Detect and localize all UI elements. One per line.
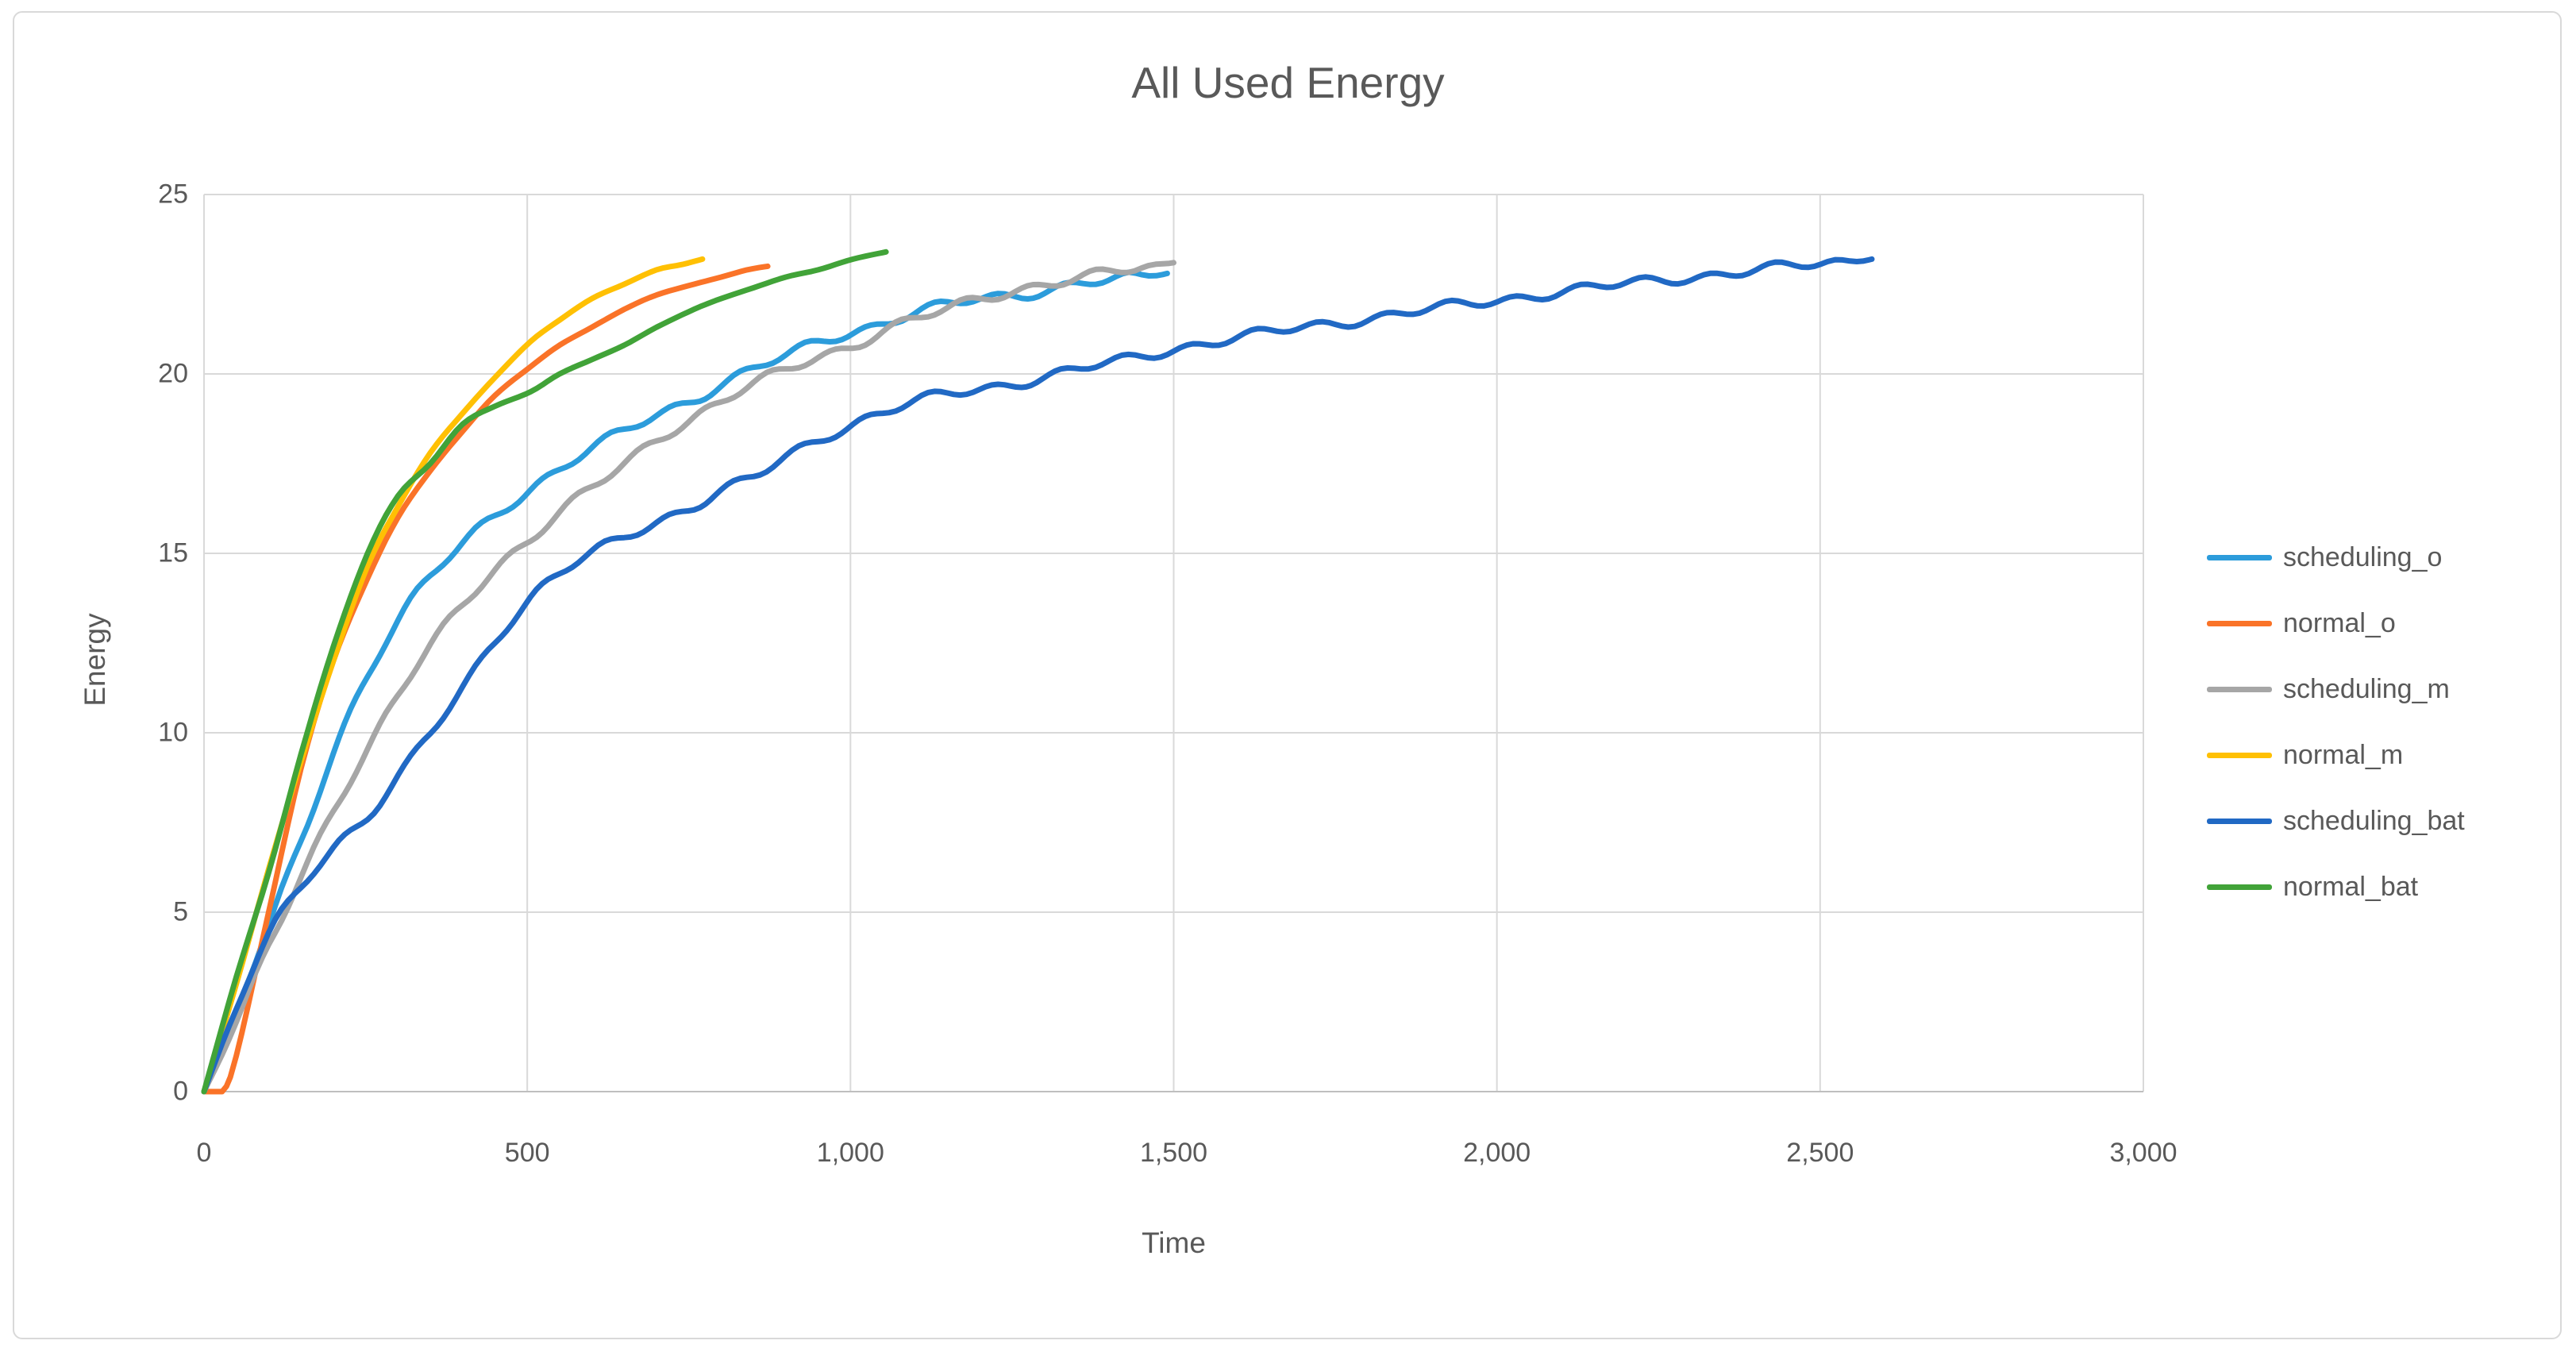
- legend-label: normal_bat: [2283, 871, 2419, 902]
- x-tick-label: 2,000: [1463, 1138, 1531, 1168]
- x-tick-label: 2,500: [1786, 1138, 1854, 1168]
- legend-swatch-icon: [2207, 686, 2272, 692]
- legend-item-normal_bat: normal_bat: [2207, 871, 2418, 903]
- legend-label: normal_o: [2283, 607, 2396, 638]
- chart-title: All Used Energy: [1131, 58, 1445, 107]
- legend-swatch-icon: [2207, 620, 2272, 626]
- x-tick-label: 500: [504, 1138, 550, 1168]
- y-tick-label: 10: [158, 717, 188, 748]
- y-tick-label: 25: [158, 179, 188, 210]
- x-tick-label: 3,000: [2109, 1138, 2177, 1168]
- y-tick-label: 20: [158, 358, 188, 389]
- x-tick-label: 1,500: [1139, 1138, 1208, 1168]
- legend-item-normal_o: normal_o: [2207, 607, 2396, 639]
- y-tick-label: 5: [173, 896, 188, 927]
- series-lines: [201, 248, 1875, 1095]
- series-line-scheduling_m: [201, 260, 1176, 1095]
- legend-swatch-icon: [2207, 752, 2272, 758]
- legend-item-scheduling_m: scheduling_m: [2207, 673, 2450, 705]
- y-tick-label: 15: [158, 537, 188, 568]
- y-tick-label: 0: [173, 1076, 188, 1107]
- legend-label: scheduling_m: [2283, 673, 2450, 704]
- series-line-scheduling_bat: [201, 256, 1875, 1095]
- legend-swatch-icon: [2207, 554, 2272, 560]
- legend-label: scheduling_bat: [2283, 805, 2465, 836]
- x-tick-label: 0: [196, 1138, 212, 1168]
- x-axis-title: Time: [1142, 1227, 1206, 1259]
- series-line-normal_o: [201, 263, 771, 1095]
- chart-card: [13, 11, 2562, 1339]
- series-line-normal_m: [201, 256, 706, 1095]
- legend-item-scheduling_bat: scheduling_bat: [2207, 805, 2465, 837]
- legend-item-scheduling_o: scheduling_o: [2207, 541, 2442, 573]
- x-tick-label: 1,000: [816, 1138, 884, 1168]
- legend-swatch-icon: [2207, 818, 2272, 824]
- legend-label: normal_m: [2283, 739, 2404, 770]
- series-line-normal_bat: [201, 248, 889, 1095]
- legend-label: scheduling_o: [2283, 541, 2443, 572]
- legend-swatch-icon: [2207, 884, 2272, 890]
- series-line-scheduling_o: [201, 269, 1170, 1095]
- legend-item-normal_m: normal_m: [2207, 739, 2403, 771]
